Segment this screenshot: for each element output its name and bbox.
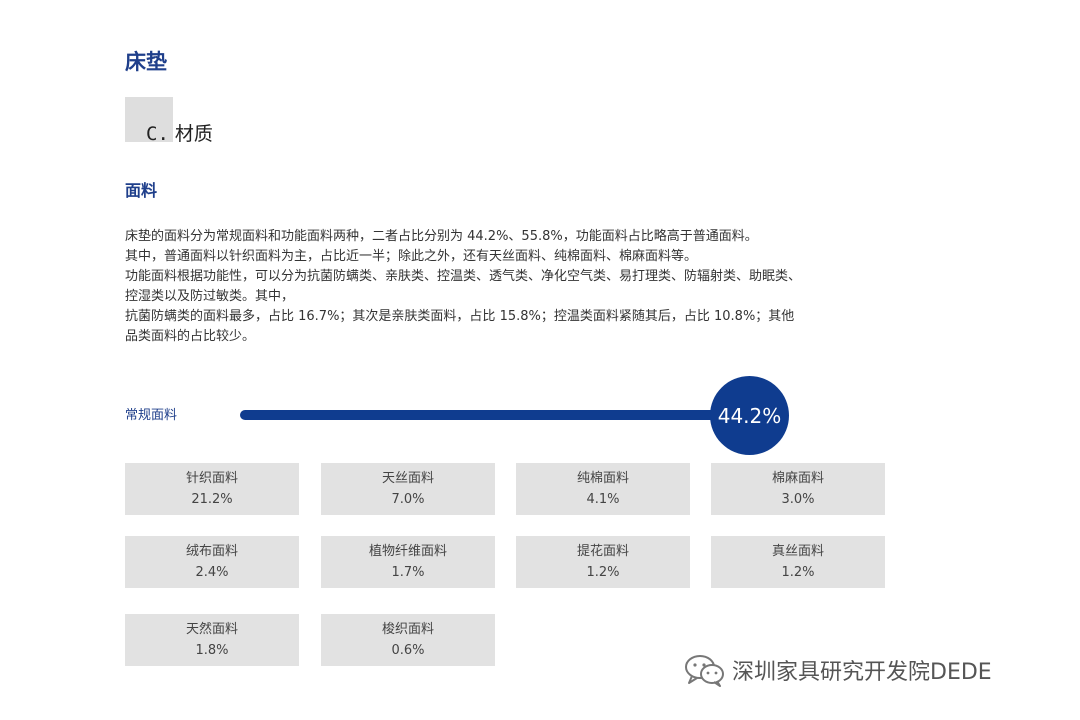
material-name: 梭织面料 bbox=[381, 621, 434, 637]
material-name: 提花面料 bbox=[576, 543, 629, 559]
progress-bar bbox=[240, 410, 760, 420]
material-name: 棉麻面料 bbox=[771, 470, 824, 486]
material-card: 梭织面料 0.6% bbox=[321, 614, 495, 666]
body-paragraph: 床垫的面料分为常规面料和功能面料两种，二者占比分别为 44.2%、55.8%，功… bbox=[125, 227, 905, 347]
material-card: 棉麻面料 3.0% bbox=[711, 463, 885, 515]
section-marker-box bbox=[125, 97, 173, 142]
material-card: 天然面料 1.8% bbox=[125, 614, 299, 666]
page-title: 床垫 bbox=[125, 50, 167, 74]
material-card: 提花面料 1.2% bbox=[516, 536, 690, 588]
paragraph-line: 其中，普通面料以针织面料为主，占比近一半；除此之外，还有天丝面料、纯棉面料、棉麻… bbox=[125, 249, 698, 264]
paragraph-line: 抗菌防螨类的面料最多，占比 16.7%；其次是亲肤类面料，占比 15.8%；控温… bbox=[125, 309, 795, 324]
material-name: 真丝面料 bbox=[771, 543, 824, 559]
watermark: 深圳家具研究开发院DEDE bbox=[684, 653, 992, 687]
material-card: 针织面料 21.2% bbox=[125, 463, 299, 515]
progress-label: 常规面料 bbox=[125, 408, 178, 423]
material-value: 0.6% bbox=[391, 642, 425, 658]
material-value: 21.2% bbox=[191, 491, 233, 507]
progress-value-bubble: 44.2% bbox=[710, 376, 789, 455]
material-card: 绒布面料 2.4% bbox=[125, 536, 299, 588]
material-value: 1.2% bbox=[781, 564, 815, 580]
material-value: 1.2% bbox=[586, 564, 620, 580]
subsection-title: 面料 bbox=[125, 181, 158, 200]
wechat-icon bbox=[685, 655, 724, 687]
section-title: 材质 bbox=[174, 123, 213, 145]
material-name: 纯棉面料 bbox=[576, 470, 629, 486]
section-letter: C. bbox=[146, 123, 169, 145]
material-value: 1.8% bbox=[195, 642, 229, 658]
material-name: 天丝面料 bbox=[381, 470, 434, 486]
material-value: 2.4% bbox=[195, 564, 229, 580]
material-card: 天丝面料 7.0% bbox=[321, 463, 495, 515]
material-name: 植物纤维面料 bbox=[368, 543, 447, 559]
material-value: 7.0% bbox=[391, 491, 425, 507]
material-value: 1.7% bbox=[391, 564, 425, 580]
material-card: 植物纤维面料 1.7% bbox=[321, 536, 495, 588]
paragraph-line: 床垫的面料分为常规面料和功能面料两种，二者占比分别为 44.2%、55.8%，功… bbox=[125, 229, 758, 244]
paragraph-line: 品类面料的占比较少。 bbox=[125, 329, 256, 344]
section-heading: C. 材质 bbox=[146, 119, 213, 146]
material-name: 针织面料 bbox=[185, 470, 238, 486]
material-card: 纯棉面料 4.1% bbox=[516, 463, 690, 515]
material-name: 天然面料 bbox=[185, 621, 238, 637]
paragraph-line: 功能面料根据功能性，可以分为抗菌防螨类、亲肤类、控温类、透气类、净化空气类、易打… bbox=[125, 269, 802, 284]
material-name: 绒布面料 bbox=[185, 543, 238, 559]
watermark-text: 深圳家具研究开发院DEDE bbox=[732, 660, 992, 685]
material-value: 4.1% bbox=[586, 491, 620, 507]
material-card: 真丝面料 1.2% bbox=[711, 536, 885, 588]
paragraph-line: 控湿类以及防过敏类。其中， bbox=[125, 289, 295, 304]
material-value: 3.0% bbox=[781, 491, 815, 507]
